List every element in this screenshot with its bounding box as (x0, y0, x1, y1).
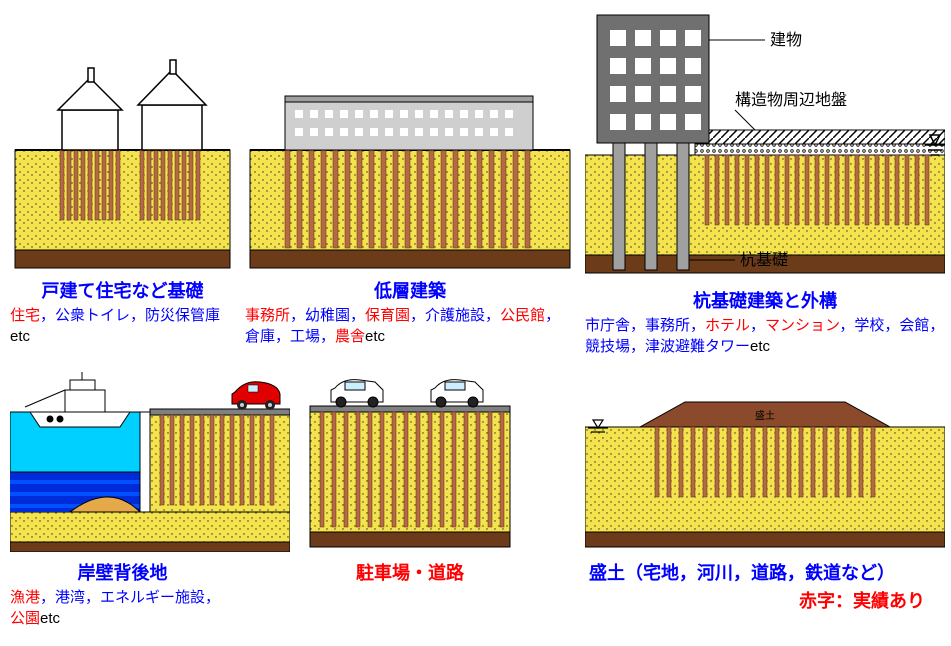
legend-red: 赤字：実績あり (585, 587, 945, 613)
svg-text:構造物周辺地盤: 構造物周辺地盤 (735, 91, 847, 109)
title-lowrise: 低層建築 (245, 277, 575, 303)
svg-text:建物: 建物 (770, 31, 802, 49)
panel-pile: 建物 構造物周辺地盤 杭基礎 杭基礎建築と外構 市庁舎，事務所，ホテル，マンショ… (585, 10, 945, 357)
desc-quay: 漁港，港湾，エネルギー施設，公園etc (10, 587, 235, 629)
desc-lowrise: 事務所，幼稚園，保育園，介護施設，公民館，倉庫，工場，農舎etc (245, 305, 575, 347)
desc-houses: 住宅，公衆トイレ，防災保管庫etc (10, 305, 235, 347)
diagram-houses (10, 10, 235, 273)
title-pile: 杭基礎建築と外構 (585, 287, 945, 313)
panel-embankment: 盛土 (585, 372, 945, 629)
diagram-lowrise (245, 10, 575, 273)
diagram-parking (245, 372, 575, 555)
diagram-pile: 建物 構造物周辺地盤 杭基礎 (585, 10, 945, 283)
panel-parking: 駐車場・道路 (245, 372, 575, 629)
desc-pile: 市庁舎，事務所，ホテル，マンション，学校，会館，競技場，津波避難タワーetc (585, 315, 945, 357)
title-houses: 戸建て住宅など基礎 (10, 277, 235, 303)
panel-quay: 岸壁背後地 漁港，港湾，エネルギー施設，公園etc (10, 372, 235, 629)
diagram-embankment: 盛土 (585, 372, 945, 555)
diagram-quay (10, 372, 235, 555)
svg-text:杭基礎: 杭基礎 (740, 251, 788, 269)
title-parking: 駐車場・道路 (245, 559, 575, 585)
panel-lowrise: 低層建築 事務所，幼稚園，保育園，介護施設，公民館，倉庫，工場，農舎etc (245, 10, 575, 357)
panel-houses: 戸建て住宅など基礎 住宅，公衆トイレ，防災保管庫etc (10, 10, 235, 357)
svg-text:盛土: 盛土 (755, 409, 775, 422)
title-embankment: 盛土（宅地，河川，道路，鉄道など） (585, 559, 945, 585)
title-quay: 岸壁背後地 (10, 559, 235, 585)
